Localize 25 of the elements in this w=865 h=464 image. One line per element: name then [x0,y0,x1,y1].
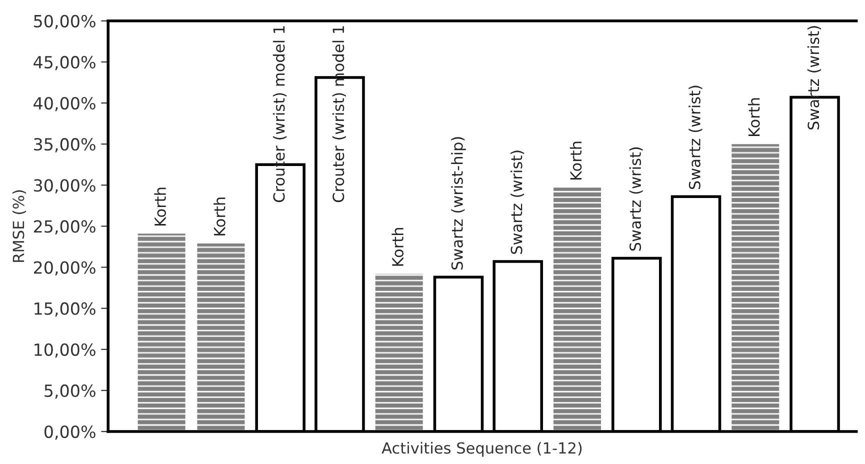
data-label: Korth [392,228,404,266]
data-label: Swartz (wrist-hip) [451,137,466,270]
data-label: Crouter (wrist) model 1 [272,26,287,202]
y-tick-label: 25,00% [34,220,96,234]
data-label: Swartz (wrist) [510,150,524,254]
y-axis-title: RMSE (%) [12,190,26,262]
y-tick-label: 35,00% [34,138,96,152]
data-label: Swartz (wrist) [688,86,702,190]
data-label: Crouter (wrist) model 1 [332,26,346,202]
data-label: Korth [748,98,760,136]
data-label: Swartz (wrist) [629,147,643,251]
y-tick-label: 50,00% [34,14,96,30]
y-tick-label: 45,00% [34,56,96,70]
data-label: Korth [154,188,166,226]
data-label: Swartz (wrist) [807,26,822,130]
y-tick-label: 20,00% [34,261,96,276]
y-tick-label: 10,00% [34,343,96,358]
y-tick-label: 5,00% [44,384,96,399]
x-axis-title: Activities Sequence (1-12) [382,442,582,457]
data-label: Korth [570,142,582,180]
y-tick-label: 30,00% [34,179,96,194]
y-tick-label: 15,00% [34,302,96,317]
data-label: Korth [214,198,226,236]
y-tick-label: 0,00% [44,425,96,440]
y-tick-label: 40,00% [34,96,96,112]
